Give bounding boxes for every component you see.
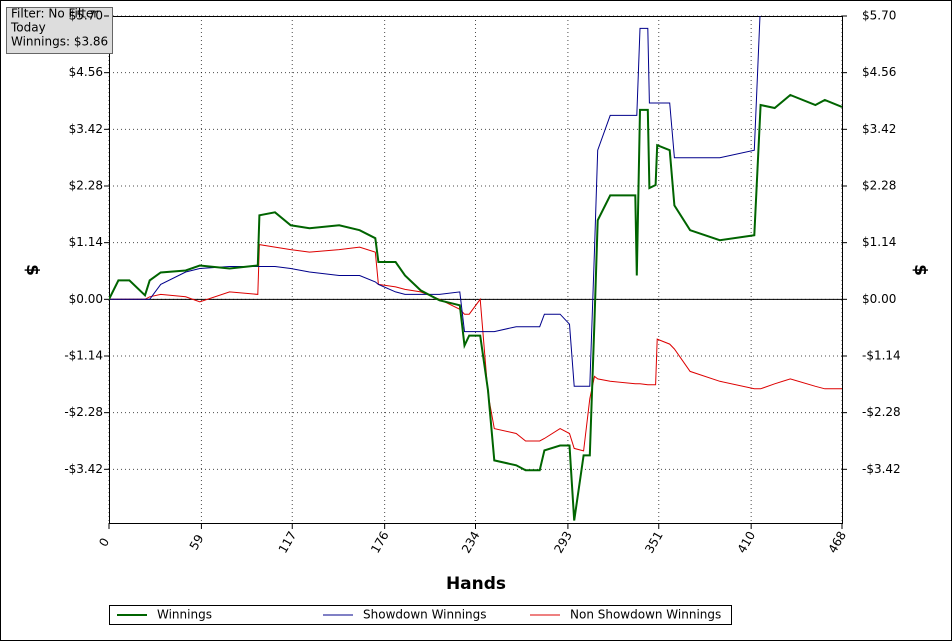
y-tick-label: -$1.14	[64, 348, 103, 362]
series-group	[109, 16, 842, 521]
info-text: Winnings: $3.86	[11, 35, 108, 49]
info-text: Filter: No Filter	[11, 7, 98, 21]
y2-tick-label: -$3.42	[862, 462, 901, 476]
x-tick-label: 59	[187, 532, 207, 552]
y2-tick-label: -$1.14	[862, 348, 901, 362]
info-text: Today	[10, 21, 46, 35]
legend-label: Winnings	[157, 608, 212, 622]
y-tick-label: -$3.42	[64, 462, 103, 476]
y2-tick-label: $4.56	[862, 65, 896, 79]
y2-tick-label: $0.00	[862, 292, 896, 306]
y-tick-label: $5.70	[69, 9, 103, 23]
y2-tick-label: $1.14	[862, 235, 896, 249]
plot	[108, 15, 843, 523]
series-line	[109, 93, 842, 521]
y-tick-label: $0.00	[69, 292, 103, 306]
y2-tick-label: -$2.28	[862, 405, 901, 419]
y2-tick-label: $2.28	[862, 178, 896, 192]
x-axis-title: Hands	[446, 574, 506, 594]
y-axis-title: $	[22, 264, 42, 276]
y-tick-label: $3.42	[69, 122, 103, 136]
y-tick-label: $2.28	[69, 178, 103, 192]
info-box	[6, 7, 113, 54]
legend-label: Non Showdown Winnings	[570, 608, 721, 622]
y2-tick-label: $5.70	[862, 9, 896, 23]
y2-axis-title: $	[910, 264, 930, 276]
legend-label: Showdown Winnings	[363, 608, 487, 622]
y2-tick-label: $3.42	[862, 122, 896, 136]
y-tick-label: $1.14	[69, 235, 103, 249]
series-line	[109, 16, 761, 387]
legend-box	[109, 605, 732, 625]
series-line	[109, 244, 842, 452]
y-tick-label: $4.56	[69, 65, 103, 79]
y-tick-label: -$2.28	[64, 405, 103, 419]
